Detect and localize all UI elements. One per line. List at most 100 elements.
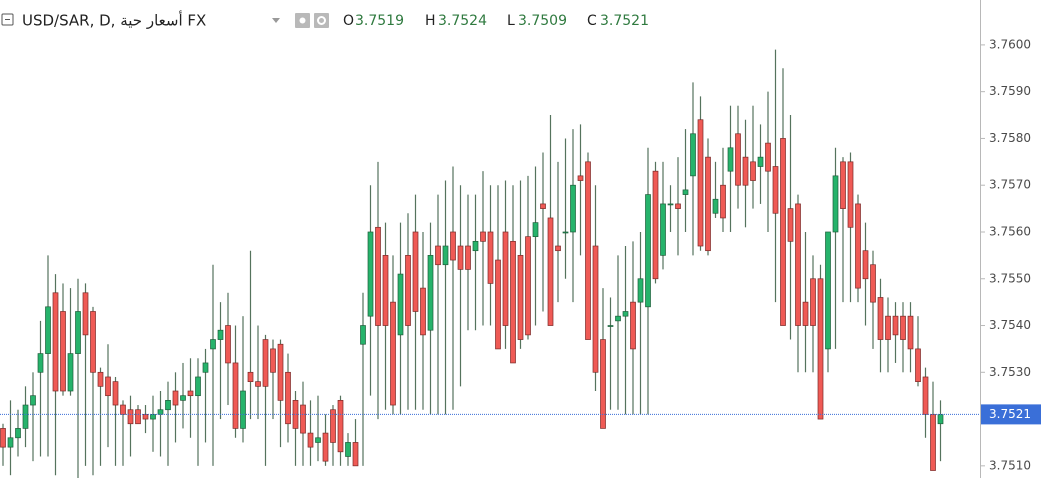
candle-body [187, 390, 194, 397]
symbol-title: USD/SAR, D, أسعار حية FX [22, 11, 206, 30]
candle-body [427, 255, 434, 331]
candle-body [915, 348, 921, 383]
candle-body [90, 311, 96, 373]
candle-body [592, 245, 599, 373]
candle-body [690, 133, 696, 177]
candle-body [375, 226, 381, 326]
candle-body [105, 376, 111, 397]
candle-body [585, 161, 591, 340]
candle-body [232, 362, 239, 429]
candle-body [862, 250, 869, 280]
open-label: O [343, 13, 354, 29]
candle-body [127, 409, 134, 425]
close-label: C [587, 13, 597, 29]
candle-body [697, 119, 704, 247]
candle-body [157, 409, 164, 415]
header-bg [0, 6, 664, 36]
candle-body [577, 175, 584, 181]
candle-body [900, 315, 906, 340]
candle-body [7, 437, 14, 448]
candle-body [720, 184, 726, 219]
candle-body [75, 311, 81, 354]
candle-body [405, 255, 411, 326]
y-tick-label: 3.7530 [989, 365, 1031, 379]
candle-body [645, 194, 651, 308]
candle-body [705, 156, 711, 252]
candle-body [817, 278, 824, 420]
candle-body [450, 231, 456, 261]
candle-body [525, 236, 531, 336]
candle-body [165, 400, 171, 411]
candle-body [562, 231, 569, 234]
candle-body [937, 414, 944, 425]
candle-body [727, 147, 734, 172]
candle-body [367, 231, 374, 317]
candle-body [277, 343, 284, 401]
candle-body [795, 203, 801, 326]
settings-icon[interactable] [314, 13, 329, 28]
candle-body [360, 325, 366, 345]
y-tick-label: 3.7590 [989, 84, 1031, 98]
candle-body [337, 400, 344, 453]
candle-body [510, 240, 516, 364]
candle-body [300, 404, 306, 434]
candle-body [180, 395, 186, 401]
settings-icon-gear [317, 16, 326, 25]
candle-body [825, 231, 831, 350]
candle-body [870, 264, 876, 303]
candle-body [225, 325, 231, 364]
candle-body [517, 255, 524, 340]
legend-header: USD/SAR, D, أسعار حية FX O 3.7519 H 3.75… [0, 6, 664, 36]
y-tick-label: 3.7570 [989, 178, 1031, 192]
candle-body [315, 437, 321, 443]
candle-body [112, 381, 119, 406]
candle-body [787, 208, 794, 242]
candle-body [832, 175, 839, 233]
candle-body [240, 390, 246, 429]
candle-body [292, 400, 299, 429]
y-tick-label: 3.7600 [989, 37, 1031, 51]
candle-body [667, 203, 674, 206]
candle-body [922, 376, 929, 415]
candle-body [322, 432, 329, 462]
candle-body [210, 339, 216, 350]
last-price-badge [981, 404, 1041, 425]
candle-body [570, 184, 576, 233]
candle-body [682, 189, 689, 195]
candle-body [780, 138, 786, 326]
candle-body [15, 428, 21, 439]
candle-body [435, 245, 441, 266]
candle-body [142, 414, 149, 420]
y-tick-label: 3.7580 [989, 131, 1031, 145]
eye-icon-pupil [299, 17, 306, 24]
candle-body [810, 278, 816, 326]
candle-body [22, 404, 29, 429]
candle-body [442, 245, 449, 266]
candle-body [457, 245, 464, 270]
candle-body [502, 231, 509, 326]
candle-body [37, 353, 44, 373]
candle-body [120, 404, 126, 415]
low-label: L [507, 13, 515, 29]
plot-area [0, 49, 980, 478]
candle-body [480, 231, 486, 242]
candle-body [675, 203, 681, 209]
open-value: 3.7519 [355, 13, 404, 29]
collapse-icon[interactable] [1, 13, 14, 26]
candle-body [772, 166, 779, 214]
candle-body [802, 301, 809, 326]
dropdown-caret[interactable] [272, 18, 280, 23]
candle-body [217, 329, 224, 340]
candle-body [150, 414, 156, 420]
candle-body [487, 231, 494, 284]
candle-body [172, 390, 179, 406]
candle-body [82, 292, 89, 336]
candle-body [600, 339, 606, 429]
candle-body [255, 381, 261, 387]
y-tick-label: 3.7560 [989, 224, 1031, 238]
candle-body [877, 297, 884, 340]
candle-body [840, 161, 846, 209]
candle-body [712, 198, 719, 214]
candle-body [607, 325, 614, 327]
candle-body [555, 245, 561, 252]
